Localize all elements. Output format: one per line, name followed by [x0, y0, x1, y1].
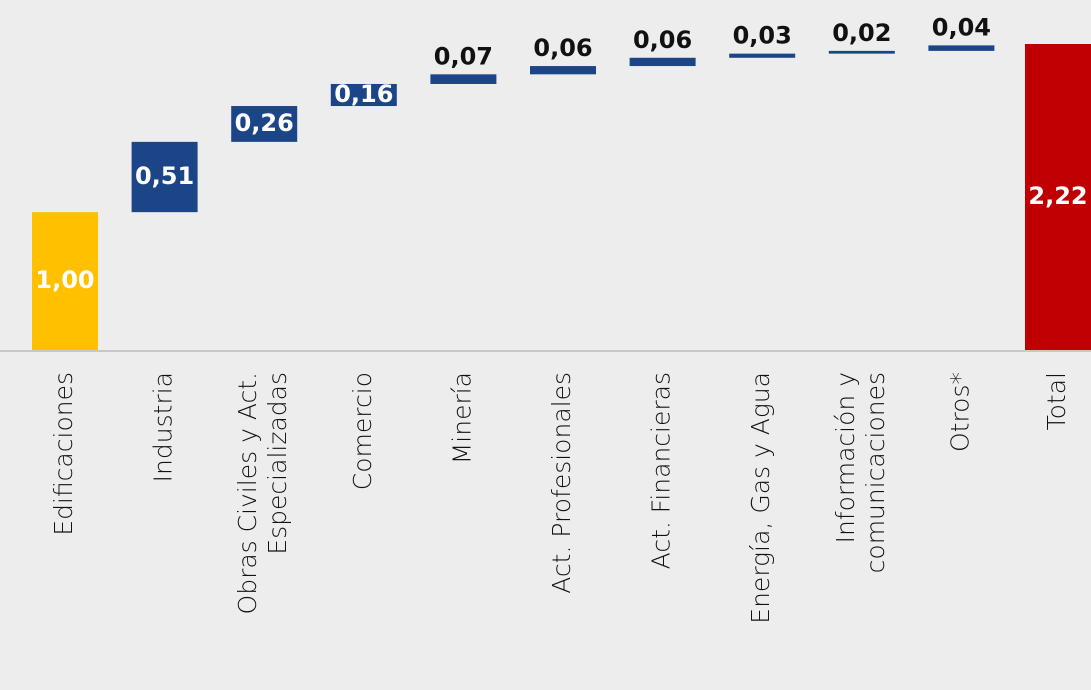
value-label: 1,00: [35, 266, 94, 294]
value-label: 0,02: [832, 19, 891, 47]
bar: [330, 83, 397, 107]
bar: [729, 53, 796, 58]
bar: [629, 57, 696, 67]
value-label: 0,07: [434, 42, 493, 70]
x-tick-label: Energía, Gas y Agua: [746, 372, 775, 624]
value-label: 0,06: [533, 34, 592, 62]
bar: [1025, 44, 1091, 350]
value-label: 0,03: [733, 22, 792, 50]
x-tick-label: Industria: [149, 372, 178, 482]
x-tick-label: Act. Profesionales: [547, 372, 576, 594]
value-label: 0,51: [135, 162, 194, 190]
value-label: 0,16: [334, 80, 393, 108]
x-tick-label: Total: [1042, 372, 1071, 430]
bar: [131, 141, 198, 213]
value-label: 0,06: [633, 26, 692, 54]
value-label: 0,04: [932, 13, 991, 41]
bar: [231, 106, 298, 142]
bar: [530, 66, 596, 75]
x-tick-label: Act. Financieras: [647, 372, 676, 569]
x-tick-label: Minería: [447, 372, 476, 464]
bar: [928, 45, 995, 51]
x-tick-label: Otros*: [945, 372, 974, 452]
bar: [32, 212, 98, 350]
x-tick-label: Edificaciones: [49, 372, 78, 536]
x-tick-label: Comercio: [348, 372, 377, 490]
bar: [828, 50, 895, 54]
x-tick-label: Información ycomunicaciones: [831, 372, 890, 573]
value-label: 0,26: [235, 109, 294, 137]
x-tick-label: Obras Civiles y Act.Especializadas: [233, 372, 292, 614]
bar: [430, 74, 497, 84]
value-label: 2,22: [1028, 182, 1087, 210]
